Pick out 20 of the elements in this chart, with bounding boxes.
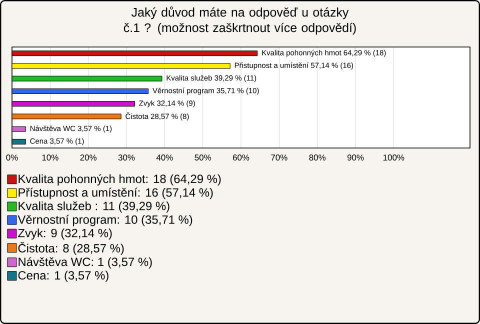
x-tick-label: 30% [118,154,135,161]
legend-label: Cena: 1 (3,57 %) [18,270,108,282]
x-tick-label: 20% [80,154,97,161]
x-tick-label: 70% [271,154,288,161]
chart-title: Jaký důvod máte na odpověď u otázky č.1 ? (možnost zaškrtnout více odpovědí) [124,6,356,35]
x-tick-label: 90% [347,154,364,161]
x-tick-label: 40% [156,154,173,161]
legend-label: Čistota: 8 (28,57 %) [18,242,124,255]
x-tick-label: 80% [309,154,326,161]
x-tick-label: 10% [42,154,58,161]
x-tick-label: 50% [194,154,212,161]
legend-label: Přístupnost a umístění: 16 (57,14 %) [18,188,213,200]
legend-label: Věrnostní program: 10 (35,71 %) [18,214,192,226]
x-tick-label: 60% [232,154,250,161]
legend-label: Kvalita pohonných hmot: 18 (64,29 %) [18,174,221,186]
x-tick-label: 0% [6,154,18,161]
x-tick-label: 100% [383,154,404,161]
legend-label: Zvyk: 9 (32,14 %) [18,228,112,240]
legend-label: Návštěva WC: 1 (3,57 %) [18,257,152,268]
legend-label: Kvalita služeb : 11 (39,29 %) [18,201,170,213]
